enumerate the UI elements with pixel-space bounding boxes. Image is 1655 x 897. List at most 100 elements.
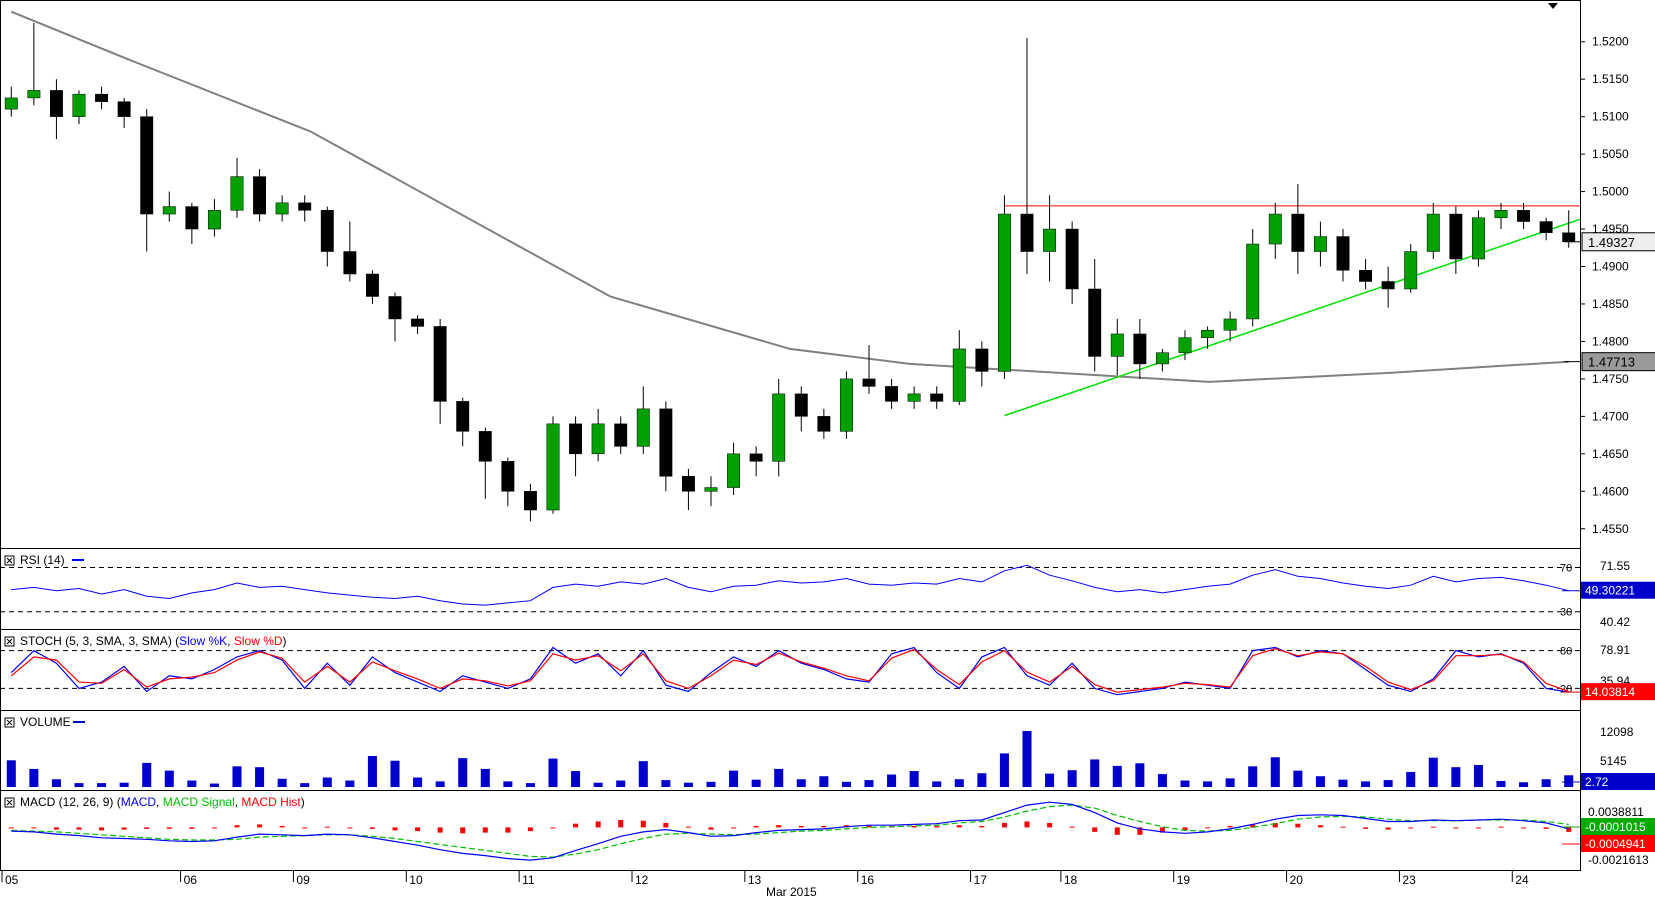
candle-12 [275, 195, 289, 222]
macd-hist-bar-32 [731, 827, 737, 829]
candle-body-67 [1517, 210, 1531, 222]
candle-body-40 [907, 393, 921, 402]
candle-26 [591, 408, 605, 462]
price-tick-label-4: 1.5000 [1592, 185, 1629, 199]
candle-body-19 [433, 326, 447, 402]
volume-bar-37 [841, 781, 851, 787]
candle-body-37 [839, 378, 853, 432]
ma-value-label: 1.47713 [1588, 355, 1635, 370]
candle-25 [569, 416, 583, 477]
volume-bar-28 [638, 761, 648, 787]
volume-bar-35 [796, 779, 806, 787]
x-tick-label-9: 18 [1064, 873, 1078, 887]
price-tick-label-1: 1.5150 [1592, 72, 1629, 86]
x-tick-label-11: 20 [1290, 873, 1304, 887]
triangle-down-icon [1548, 3, 1558, 9]
macd-hist-bar-11 [257, 824, 263, 828]
macd-hist-bar-9 [211, 827, 217, 829]
candle-8 [185, 202, 199, 245]
macd-signal-value-box: -0.0001015 [1562, 818, 1655, 835]
volume-bar-4 [97, 783, 107, 787]
candle-body-2 [49, 90, 63, 117]
rsi-panel: 70 30 71.55 40.42 RSI (14) 49.30221 [0, 553, 1655, 629]
candle-45 [1020, 37, 1034, 274]
macd-signal-value-box-text: -0.0001015 [1585, 820, 1646, 834]
volume-bar-5 [119, 782, 129, 787]
volume-bar-31 [706, 781, 716, 787]
macd-hist-bar-65 [1475, 827, 1481, 829]
macd-hist-bar-3 [76, 827, 82, 830]
candle-59 [1336, 229, 1350, 282]
macd-hist-bar-12 [279, 825, 285, 828]
volume-bar-20 [458, 758, 468, 787]
macd-hist-bar-47 [1069, 826, 1075, 828]
candle-1 [27, 22, 41, 106]
price-tick-label-12: 1.4600 [1592, 484, 1629, 498]
candle-68 [1539, 217, 1553, 241]
candle-body-63 [1426, 213, 1440, 252]
price-tick-label-11: 1.4650 [1592, 447, 1629, 461]
macd-scale-label-1: -0.0021613 [1588, 853, 1649, 867]
stoch-title: STOCH (5, 3, SMA, 3, SMA) (Slow %K, Slow… [20, 634, 287, 648]
macd-hist-bar-21 [482, 827, 488, 833]
candle-body-55 [1246, 243, 1260, 320]
candle-39 [885, 378, 899, 409]
macd-hist-bar-41 [934, 825, 940, 828]
price-tick-label-9: 1.4750 [1592, 372, 1629, 386]
candle-body-12 [275, 202, 289, 215]
candle-body-29 [659, 408, 673, 477]
candle-body-60 [1359, 270, 1373, 282]
candle-21 [478, 427, 492, 499]
macd-hist-bar-10 [234, 825, 240, 828]
volume-scale-label-1: 5145 [1600, 754, 1627, 768]
candle-body-16 [365, 273, 379, 297]
macd-hist-bar-28 [640, 820, 646, 828]
candle-body-41 [930, 393, 944, 402]
macd-hist-bar-51 [1159, 827, 1165, 833]
stoch-close-box-icon [4, 636, 15, 647]
macd-hist-bar-6 [144, 827, 150, 829]
macd-title-part-0: MACD (12, 26, 9) ( [20, 795, 121, 809]
candle-36 [817, 408, 831, 439]
x-tick-label-3: 10 [409, 873, 423, 887]
candle-29 [659, 401, 673, 492]
candle-3 [72, 90, 86, 125]
x-tick-label-6: 13 [748, 873, 762, 887]
candle-body-35 [794, 393, 808, 417]
macd-hist-bar-63 [1430, 826, 1436, 828]
candle-body-14 [320, 210, 334, 252]
macd-hist-bar-5 [121, 827, 127, 830]
candle-56 [1268, 202, 1282, 260]
candle-0 [4, 86, 18, 117]
macd-hist-bar-31 [708, 827, 714, 830]
candle-57 [1291, 184, 1305, 274]
candle-body-32 [727, 453, 741, 488]
x-tick-label-10: 19 [1177, 873, 1191, 887]
x-tick-label-4: 11 [522, 873, 535, 887]
candle-body-59 [1336, 236, 1350, 271]
candle-body-51 [1155, 352, 1169, 365]
candle-66 [1494, 202, 1508, 230]
candle-body-65 [1471, 217, 1485, 260]
candle-body-25 [569, 423, 583, 455]
candle-67 [1517, 202, 1531, 230]
volume-bar-6 [142, 762, 152, 787]
macd-hist-bar-27 [618, 819, 624, 828]
price-panel: 1.52001.51501.51001.50501.50001.49501.49… [4, 3, 1655, 536]
macd-title-part-4: , [235, 795, 242, 809]
volume-bar-16 [367, 755, 377, 787]
volume-bar-33 [751, 779, 761, 787]
volume-value-box-bg [1580, 773, 1655, 790]
price-tick-label-10: 1.4700 [1592, 409, 1629, 423]
macd-hist-bar-0 [8, 827, 14, 829]
macd-hist-bar-17 [392, 827, 398, 831]
candle-body-21 [478, 431, 492, 462]
macd-title: MACD (12, 26, 9) (MACD, MACD Signal, MAC… [20, 795, 305, 809]
macd-scale-label-0: 0.0038811 [1588, 805, 1644, 819]
volume-bar-62 [1406, 771, 1416, 787]
volume-bar-57 [1293, 770, 1303, 787]
macd-hist-bar-62 [1408, 827, 1414, 829]
macd-title-part-3: MACD Signal [163, 795, 235, 809]
stoch-title-part-0: STOCH (5, 3, SMA, 3, SMA) ( [20, 634, 179, 648]
price-tick-label-3: 1.5050 [1592, 147, 1629, 161]
